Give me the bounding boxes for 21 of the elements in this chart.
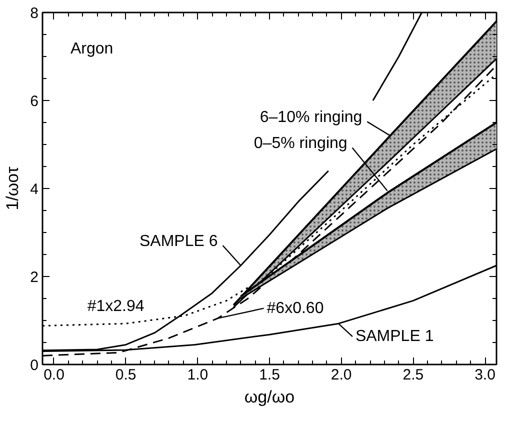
annotation: SAMPLE 6	[140, 233, 218, 250]
x-tick-label: 2.5	[402, 366, 424, 384]
annotation: #6x0.60	[266, 300, 324, 317]
y-axis-title: 1/ωoτ	[3, 166, 22, 210]
y-tick-label: 0	[30, 357, 38, 374]
annotation: 6–10% ringing	[260, 109, 362, 126]
x-tick-label: 1.5	[259, 366, 280, 384]
x-tick-label: 3.0	[474, 366, 496, 384]
x-tick-label: 0.5	[115, 366, 136, 384]
annotation: Argon	[70, 40, 114, 58]
x-tick-label: 1.0	[187, 366, 208, 384]
y-tick-label: 2	[30, 269, 38, 286]
x-tick-label: 2.0	[330, 366, 352, 384]
x-axis-title: ωg/ωo	[244, 388, 295, 406]
annotation: #1x2.94	[87, 298, 144, 316]
y-tick-label: 6	[30, 93, 38, 110]
x-tick-label: 0.0	[44, 366, 64, 384]
y-tick-label: 8	[30, 5, 38, 22]
y-tick-label: 4	[30, 181, 38, 198]
annotation: 0–5% ringing	[254, 135, 348, 152]
annotation: SAMPLE 1	[355, 328, 434, 346]
